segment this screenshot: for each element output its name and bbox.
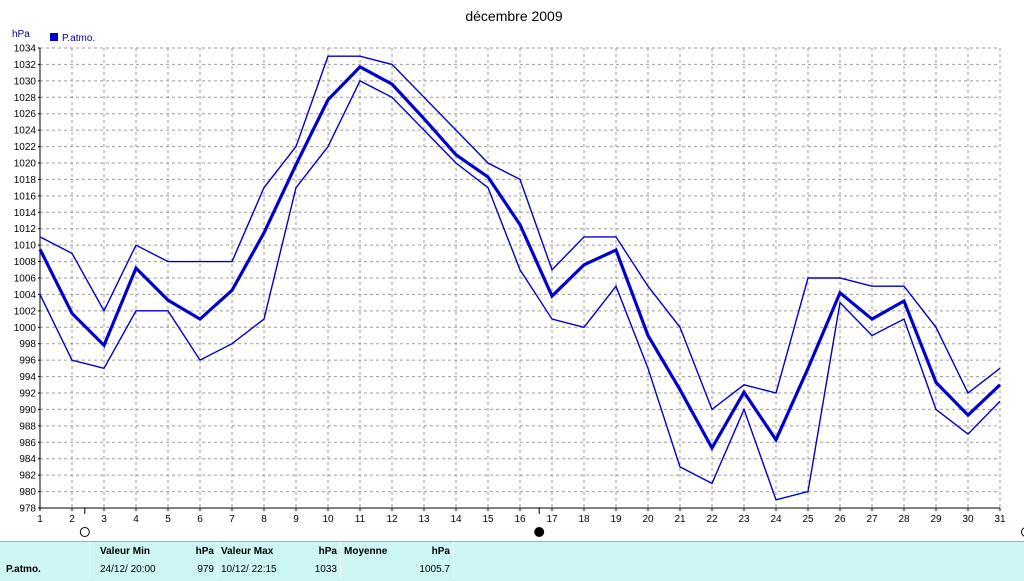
min-unit: hPa: [181, 542, 218, 560]
x-tick-label: 24: [770, 514, 782, 525]
y-tick-label: 1020: [14, 159, 37, 170]
y-tick-label: 1024: [14, 126, 37, 137]
chart-svg: 9789809829849869889909929949969981000100…: [0, 0, 1024, 540]
y-tick-label: 1004: [14, 290, 37, 301]
x-tick-label: 27: [866, 514, 878, 525]
avg-unit: hPa: [407, 542, 454, 560]
new-moon-icon: [535, 528, 544, 537]
y-tick-label: 996: [19, 356, 36, 367]
y-tick-label: 1008: [14, 257, 37, 268]
y-tick-label: 1010: [14, 241, 37, 252]
min-value: 979: [181, 560, 218, 578]
x-tick-label: 21: [674, 514, 686, 525]
y-tick-label: 978: [19, 504, 36, 515]
x-tick-label: 16: [514, 514, 526, 525]
x-tick-label: 13: [418, 514, 430, 525]
x-tick-label: 28: [898, 514, 910, 525]
stats-row-label: P.atmo.: [0, 560, 90, 578]
y-tick-label: 1002: [14, 306, 37, 317]
y-tick-label: 1014: [14, 208, 37, 219]
y-tick-label: 988: [19, 421, 36, 432]
y-tick-label: 1016: [14, 191, 37, 202]
x-tick-label: 26: [834, 514, 846, 525]
x-tick-label: 8: [261, 514, 267, 525]
x-tick-label: 19: [610, 514, 622, 525]
y-tick-label: 984: [19, 454, 36, 465]
x-tick-label: 15: [482, 514, 494, 525]
x-tick-label: 20: [642, 514, 654, 525]
stats-bar: Valeur Min hPa Valeur Max hPa Moyenne hP…: [0, 541, 1024, 581]
y-tick-label: 980: [19, 487, 36, 498]
y-unit-label: hPa: [12, 29, 30, 40]
legend-label: P.atmo.: [62, 33, 95, 44]
y-tick-label: 1026: [14, 109, 37, 120]
stats-table: Valeur Min hPa Valeur Max hPa Moyenne hP…: [0, 542, 454, 578]
x-tick-label: 1: [37, 514, 43, 525]
avg-spacer: [341, 560, 408, 578]
x-tick-label: 10: [322, 514, 334, 525]
x-tick-label: 3: [101, 514, 107, 525]
x-tick-label: 2: [69, 514, 75, 525]
stats-header-row: Valeur Min hPa Valeur Max hPa Moyenne hP…: [0, 542, 454, 560]
max-date: 10/12/ 22:15: [218, 560, 303, 578]
y-tick-label: 992: [19, 389, 36, 400]
x-tick-label: 29: [930, 514, 942, 525]
chart-title: décembre 2009: [465, 8, 563, 24]
y-tick-label: 994: [19, 372, 36, 383]
y-tick-label: 1018: [14, 175, 37, 186]
y-tick-label: 1028: [14, 93, 37, 104]
y-tick-label: 1032: [14, 60, 37, 71]
x-tick-label: 7: [229, 514, 235, 525]
x-tick-label: 12: [386, 514, 398, 525]
y-tick-label: 1030: [14, 76, 37, 87]
stats-value-row: P.atmo. 24/12/ 20:00 979 10/12/ 22:15 10…: [0, 560, 454, 578]
y-tick-label: 1000: [14, 323, 37, 334]
x-tick-label: 30: [962, 514, 974, 525]
avg-value: 1005.7: [407, 560, 454, 578]
max-header: Valeur Max: [218, 542, 303, 560]
x-tick-label: 17: [546, 514, 558, 525]
x-tick-label: 9: [293, 514, 299, 525]
legend-swatch: [50, 33, 58, 41]
x-tick-label: 25: [802, 514, 814, 525]
x-tick-label: 4: [133, 514, 139, 525]
y-tick-label: 982: [19, 471, 36, 482]
y-tick-label: 1022: [14, 142, 37, 153]
x-tick-label: 5: [165, 514, 171, 525]
y-tick-label: 998: [19, 339, 36, 350]
y-tick-label: 990: [19, 405, 36, 416]
max-unit: hPa: [302, 542, 341, 560]
min-date: 24/12/ 20:00: [90, 560, 182, 578]
max-value: 1033: [302, 560, 341, 578]
avg-header: Moyenne: [341, 542, 408, 560]
x-tick-label: 11: [355, 514, 366, 525]
x-tick-label: 14: [450, 514, 462, 525]
y-tick-label: 1006: [14, 274, 37, 285]
y-tick-label: 1034: [14, 44, 37, 55]
full-moon-icon: [80, 528, 89, 537]
x-tick-label: 23: [738, 514, 750, 525]
stats-row-spacer: [0, 542, 90, 560]
x-tick-label: 18: [578, 514, 590, 525]
x-tick-label: 22: [706, 514, 718, 525]
y-tick-label: 1012: [14, 224, 37, 235]
x-tick-label: 6: [197, 514, 203, 525]
min-header: Valeur Min: [90, 542, 182, 560]
y-tick-label: 986: [19, 438, 36, 449]
x-tick-label: 31: [994, 514, 1006, 525]
